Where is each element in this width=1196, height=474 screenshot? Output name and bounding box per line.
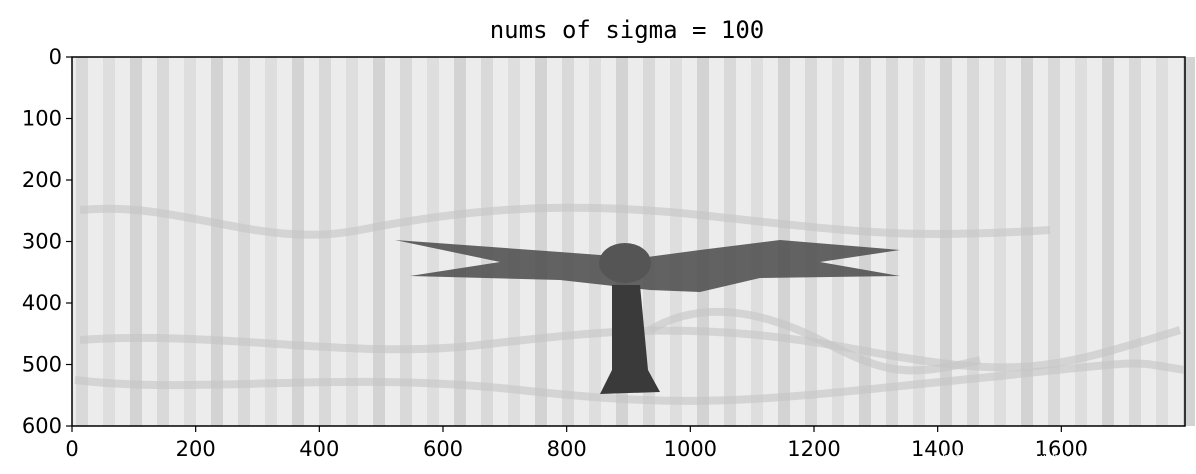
image-swirl <box>74 359 1186 405</box>
y-tick-label: 400 <box>22 291 62 315</box>
image-stripe <box>184 57 196 426</box>
image-stripe <box>292 57 304 426</box>
y-tick-label: 600 <box>22 414 62 438</box>
figure-silhouette <box>395 240 900 394</box>
image-stripe <box>508 57 520 426</box>
watermark-text: https://zhangyuhang.blog.csdn.net <box>942 451 1187 467</box>
x-tick-label: 1400 <box>911 437 964 461</box>
image-stripe <box>562 57 574 426</box>
image-stripe <box>481 57 493 426</box>
image-stripe <box>76 57 88 426</box>
image-stripe <box>1102 57 1114 426</box>
image-stripe <box>940 57 952 426</box>
image-stripe <box>589 57 601 426</box>
x-tick-label: 1000 <box>664 437 717 461</box>
image-stripe <box>535 57 547 426</box>
image-stripe <box>130 57 142 426</box>
image-swirl <box>647 307 981 375</box>
image-swirl <box>79 203 1051 239</box>
image-stripe <box>832 57 844 426</box>
image-stripe <box>697 57 709 426</box>
image-stripe <box>265 57 277 426</box>
image-stripe <box>724 57 736 426</box>
image-stripe <box>805 57 817 426</box>
image-stripe <box>1075 57 1087 426</box>
x-tick-label: 800 <box>547 437 587 461</box>
image-stripe <box>1048 57 1060 426</box>
image-stripe <box>454 57 466 426</box>
x-tick-label: 0 <box>65 437 78 461</box>
x-tick-label: 1200 <box>787 437 840 461</box>
chart-title: nums of sigma = 100 <box>490 16 765 44</box>
x-tick-label: 1600 <box>1035 437 1088 461</box>
y-axis: 0 100 200 300 400 500 600 <box>22 45 72 438</box>
image-stripe <box>103 57 115 426</box>
x-tick-label: 400 <box>299 437 339 461</box>
image-stripe <box>913 57 925 426</box>
image-stripe <box>1183 57 1195 426</box>
x-tick-label: 600 <box>423 437 463 461</box>
y-tick-label: 300 <box>22 230 62 254</box>
image-stripe <box>994 57 1006 426</box>
image-stripe <box>967 57 979 426</box>
y-tick-label: 200 <box>22 168 62 192</box>
image-stripe <box>670 57 682 426</box>
x-axis: 0 200 400 600 800 1000 1200 1400 1600 <box>65 426 1088 461</box>
image-stripe <box>238 57 250 426</box>
image-stripe <box>373 57 385 426</box>
figure-body <box>600 285 660 394</box>
image-stripe <box>427 57 439 426</box>
x-tick-label: 200 <box>176 437 216 461</box>
y-tick-label: 100 <box>22 107 62 131</box>
image-stripe <box>859 57 871 426</box>
image-stripe <box>886 57 898 426</box>
image-stripe <box>1129 57 1141 426</box>
figure-head <box>599 243 651 283</box>
image-stripe <box>211 57 223 426</box>
image-stripe <box>1021 57 1033 426</box>
image-stripe <box>751 57 763 426</box>
image-stripe <box>319 57 331 426</box>
y-tick-label: 0 <box>49 45 62 69</box>
image-stripe <box>346 57 358 426</box>
y-tick-label: 500 <box>22 353 62 377</box>
image-stripe <box>157 57 169 426</box>
